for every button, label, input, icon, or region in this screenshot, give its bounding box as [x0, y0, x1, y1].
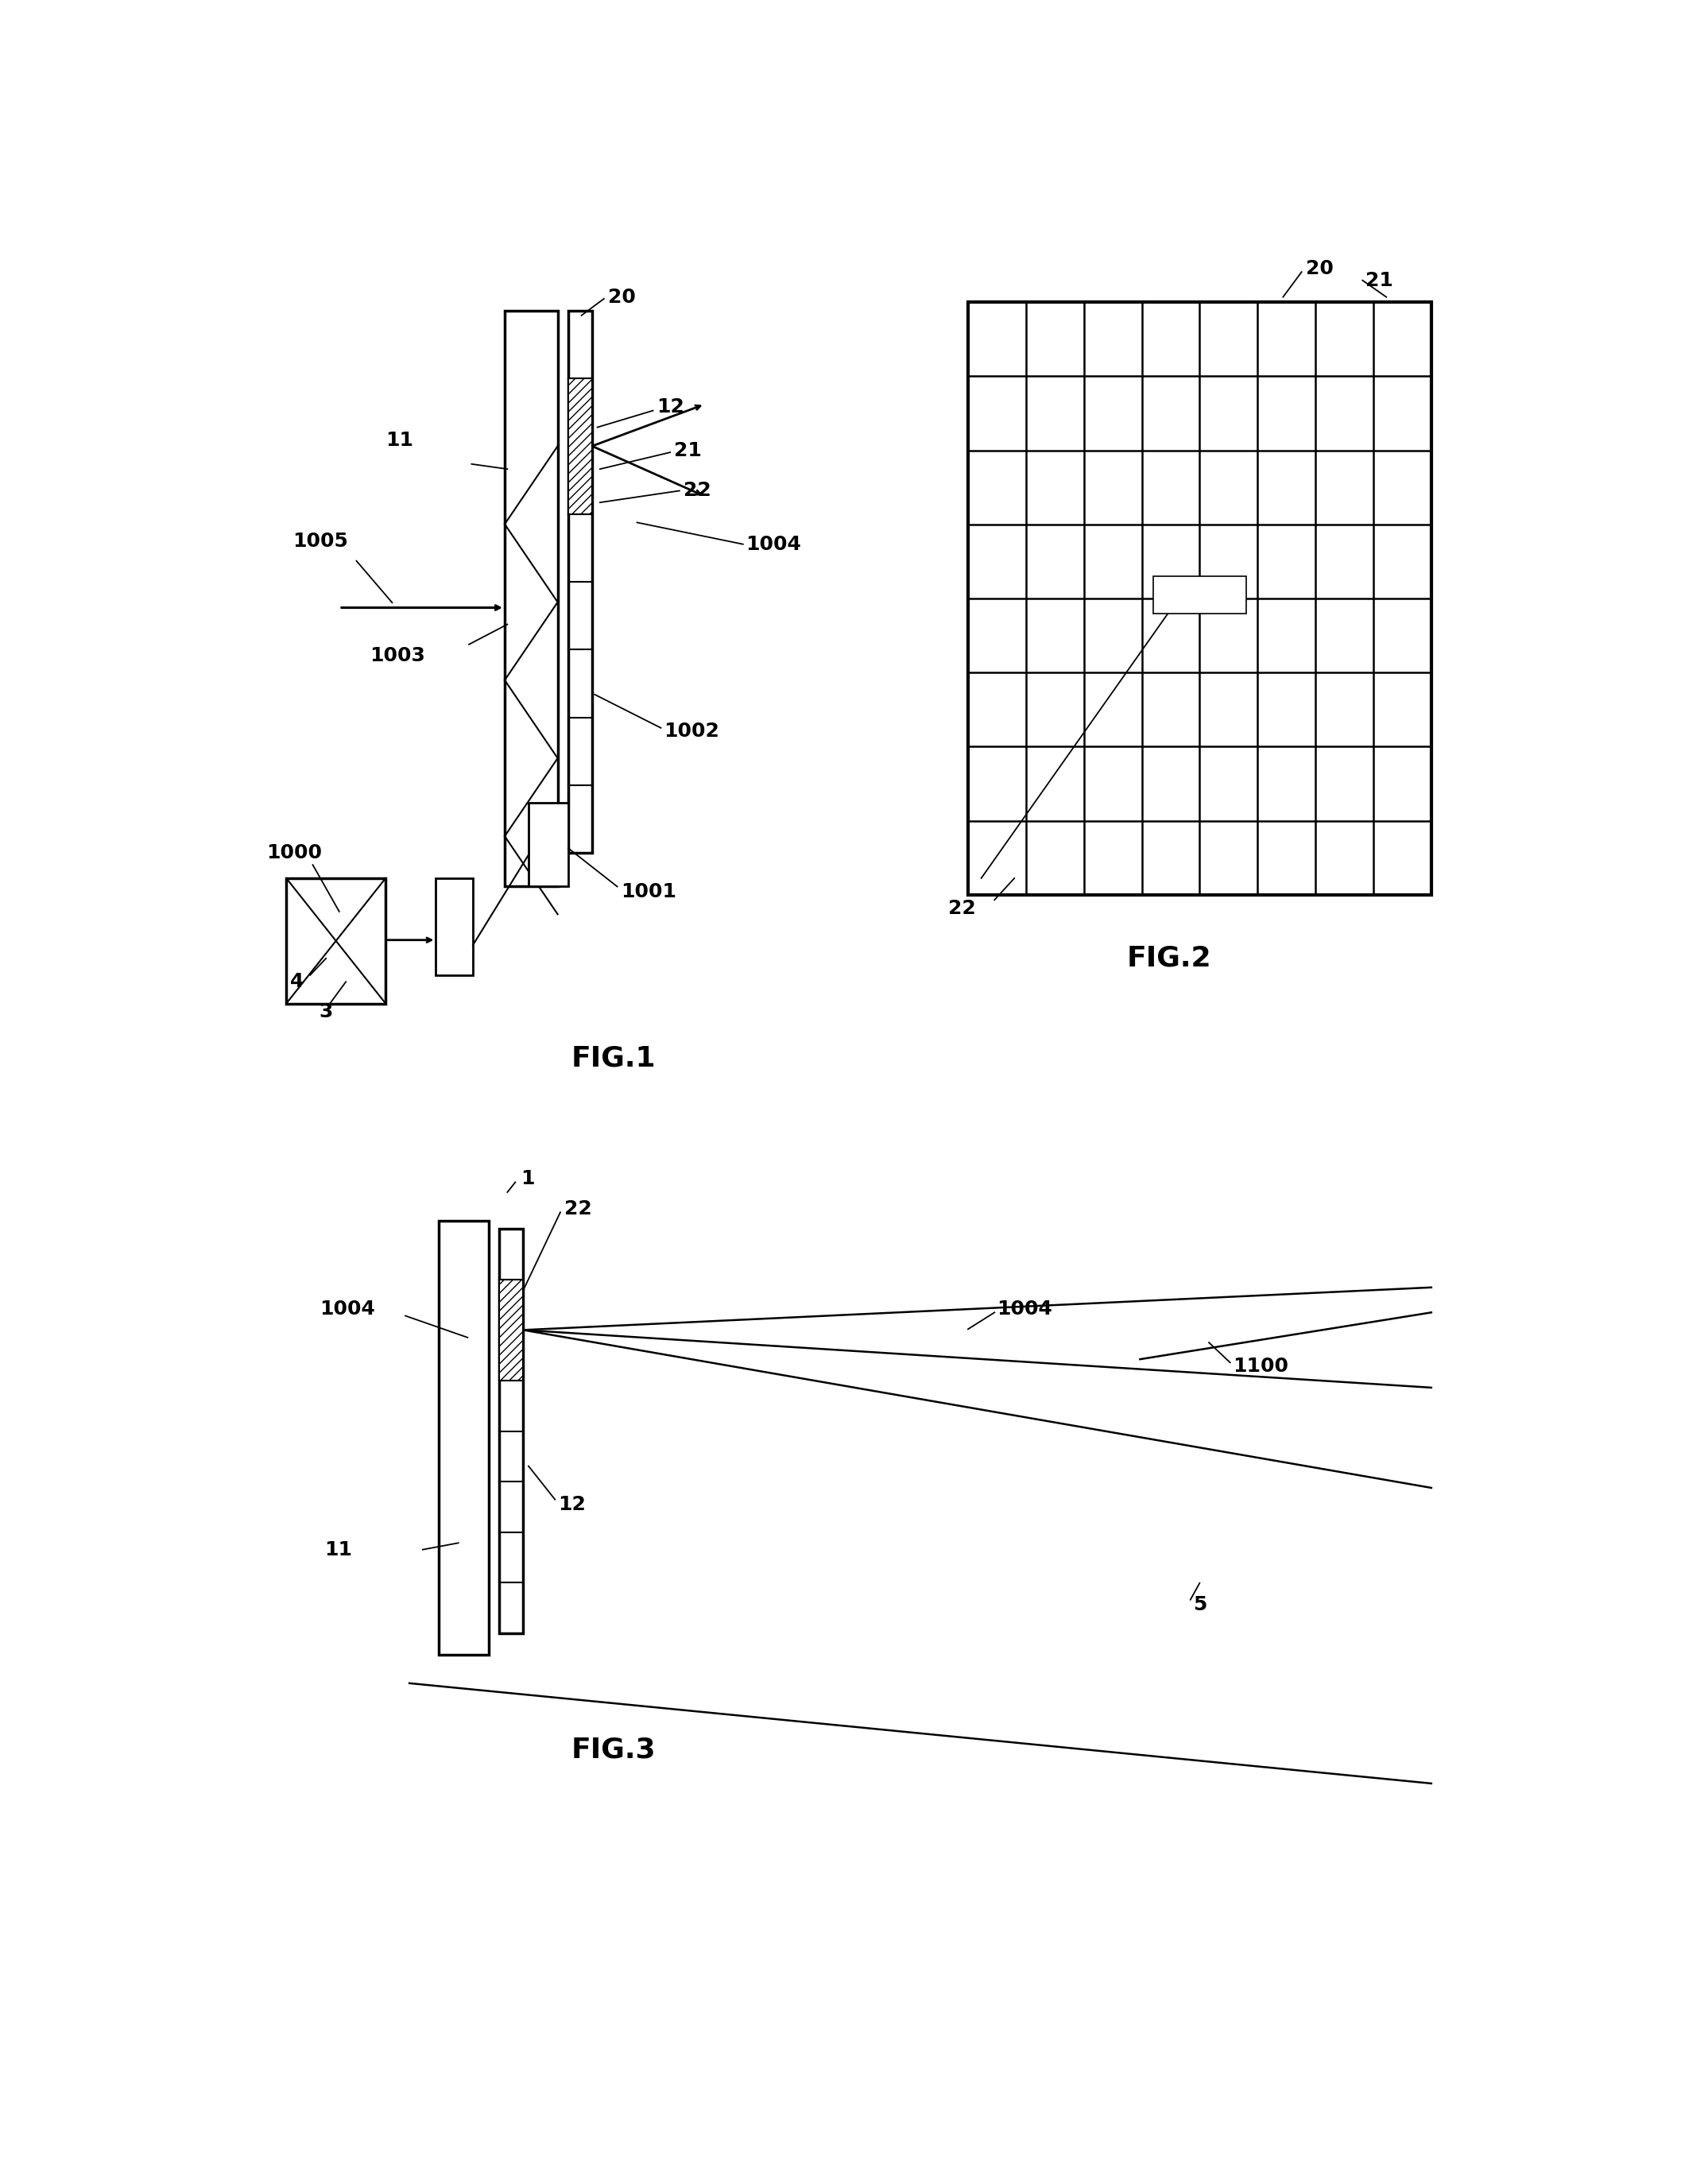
Bar — [528, 803, 569, 887]
Bar — [506, 310, 559, 887]
Bar — [499, 1280, 523, 1379]
Text: 22: 22 — [683, 482, 711, 501]
Text: 22: 22 — [564, 1199, 593, 1219]
Text: 1004: 1004 — [746, 536, 801, 553]
Text: 22: 22 — [948, 898, 975, 917]
Text: 3: 3 — [319, 1002, 333, 1022]
Bar — [436, 878, 473, 976]
Bar — [569, 377, 593, 514]
Bar — [569, 310, 593, 852]
Bar — [1153, 577, 1247, 614]
Text: 21: 21 — [675, 440, 702, 460]
Text: FIG.3: FIG.3 — [570, 1737, 656, 1763]
Text: 5: 5 — [1194, 1594, 1208, 1614]
Text: 21: 21 — [1365, 271, 1392, 291]
Text: FIG.1: FIG.1 — [570, 1045, 656, 1071]
Text: 1002: 1002 — [664, 722, 719, 742]
Text: 11: 11 — [386, 432, 413, 451]
Text: 1004: 1004 — [319, 1299, 376, 1319]
Text: 12: 12 — [557, 1494, 586, 1514]
Bar — [439, 1221, 488, 1655]
Bar — [287, 878, 386, 1004]
Text: 1005: 1005 — [294, 531, 348, 551]
Text: 20: 20 — [608, 288, 635, 306]
Text: 12: 12 — [658, 397, 685, 416]
Text: 1001: 1001 — [622, 883, 676, 900]
Text: 1003: 1003 — [369, 646, 425, 666]
Text: 20: 20 — [1305, 258, 1334, 278]
Text: 11: 11 — [325, 1540, 352, 1560]
Text: 1100: 1100 — [1233, 1356, 1288, 1375]
Text: 1004: 1004 — [997, 1299, 1052, 1319]
Text: FIG.2: FIG.2 — [1127, 946, 1211, 972]
Text: 4: 4 — [290, 972, 304, 991]
Bar — [968, 301, 1431, 896]
Text: 1000: 1000 — [266, 844, 323, 863]
Text: 1: 1 — [521, 1169, 535, 1189]
Bar — [499, 1230, 523, 1633]
